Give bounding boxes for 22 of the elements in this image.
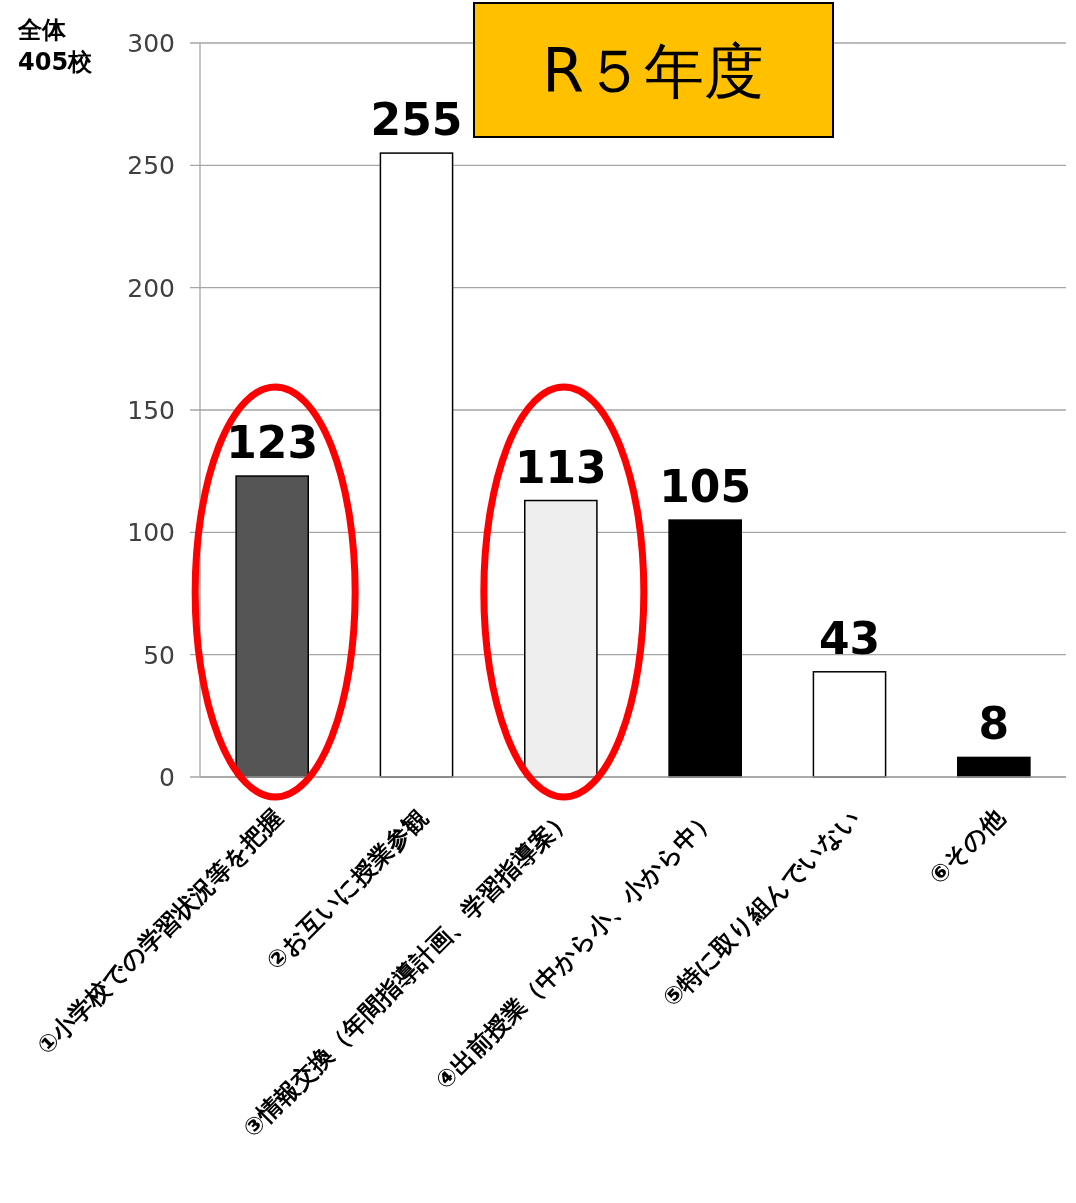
y-tick-label: 200 <box>127 273 175 303</box>
bar <box>524 499 598 778</box>
y-tick-label: 100 <box>127 518 175 548</box>
text: 全体 405校 <box>17 16 94 76</box>
data-label: 113 <box>514 441 607 493</box>
data-label: 123 <box>226 417 319 469</box>
y-tick-label: 0 <box>159 763 175 792</box>
y-tick-label: 50 <box>143 640 175 670</box>
y-tick-label: 250 <box>127 151 175 181</box>
y-tick-label: 150 <box>127 396 175 425</box>
x-tick-label: ⑥その他 <box>923 802 1011 890</box>
data-label: 8 <box>978 698 1010 750</box>
data-label: 105 <box>659 461 752 513</box>
data-label: 255 <box>370 94 463 146</box>
bar <box>668 519 742 778</box>
bar <box>812 671 887 778</box>
data-label: 43 <box>818 612 881 664</box>
chart-title: R５年度 <box>542 36 764 106</box>
bar <box>379 152 454 778</box>
bar <box>957 756 1031 778</box>
y-tick-label: 300 <box>127 29 175 58</box>
bar <box>235 475 309 778</box>
